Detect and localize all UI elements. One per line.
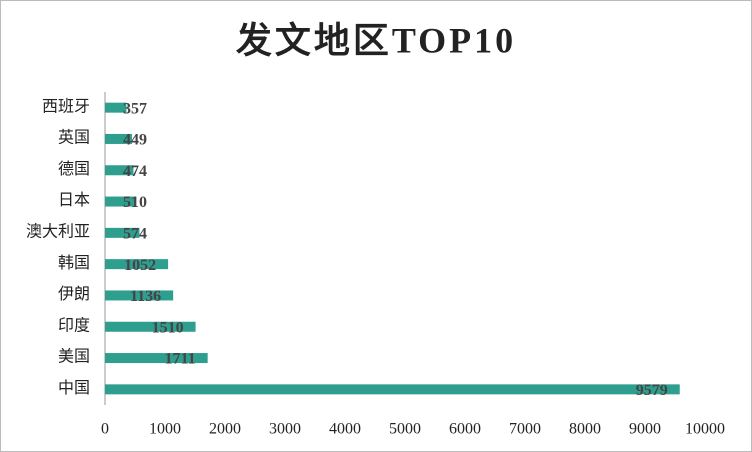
y-tick-label: 英国 bbox=[58, 129, 90, 147]
value-label: 1510 bbox=[152, 319, 184, 336]
x-tick-label: 7000 bbox=[509, 421, 541, 438]
bar bbox=[105, 259, 169, 270]
y-tick-label: 德国 bbox=[58, 160, 90, 178]
y-tick-label: 美国 bbox=[58, 348, 90, 366]
bar bbox=[105, 321, 196, 332]
x-tick-label: 1000 bbox=[149, 421, 181, 438]
bar bbox=[105, 227, 140, 238]
bar bbox=[105, 290, 174, 301]
bar bbox=[105, 102, 127, 113]
bar bbox=[105, 133, 132, 144]
value-label: 9579 bbox=[636, 382, 668, 399]
bar bbox=[105, 196, 136, 207]
bar bbox=[105, 165, 134, 176]
x-tick-label: 0 bbox=[101, 421, 109, 438]
value-label: 510 bbox=[123, 194, 147, 211]
x-tick-label: 2000 bbox=[209, 421, 241, 438]
value-label: 574 bbox=[123, 226, 147, 243]
value-label: 1136 bbox=[130, 288, 161, 305]
bar bbox=[105, 353, 208, 364]
value-label: 1711 bbox=[165, 351, 196, 368]
value-label: 1052 bbox=[124, 257, 156, 274]
value-label: 357 bbox=[123, 100, 147, 117]
x-tick-label: 5000 bbox=[389, 421, 421, 438]
y-tick-label: 印度 bbox=[58, 316, 90, 334]
y-tick-label: 日本 bbox=[58, 191, 90, 209]
x-tick-label: 10000 bbox=[685, 421, 725, 438]
x-tick-label: 3000 bbox=[269, 421, 301, 438]
y-tick-label: 伊朗 bbox=[58, 285, 90, 303]
y-tick-label: 西班牙 bbox=[42, 97, 90, 115]
x-tick-label: 6000 bbox=[449, 421, 481, 438]
value-label: 449 bbox=[123, 132, 147, 149]
chart-title: 发文地区TOP10 bbox=[236, 20, 516, 60]
x-tick-label: 9000 bbox=[629, 421, 661, 438]
value-label: 474 bbox=[123, 163, 147, 180]
y-tick-label: 澳大利亚 bbox=[26, 223, 90, 241]
y-tick-label: 中国 bbox=[58, 379, 90, 397]
y-tick-label: 韩国 bbox=[58, 254, 90, 272]
bar bbox=[105, 384, 680, 395]
x-tick-label: 4000 bbox=[329, 421, 361, 438]
x-tick-label: 8000 bbox=[569, 421, 601, 438]
